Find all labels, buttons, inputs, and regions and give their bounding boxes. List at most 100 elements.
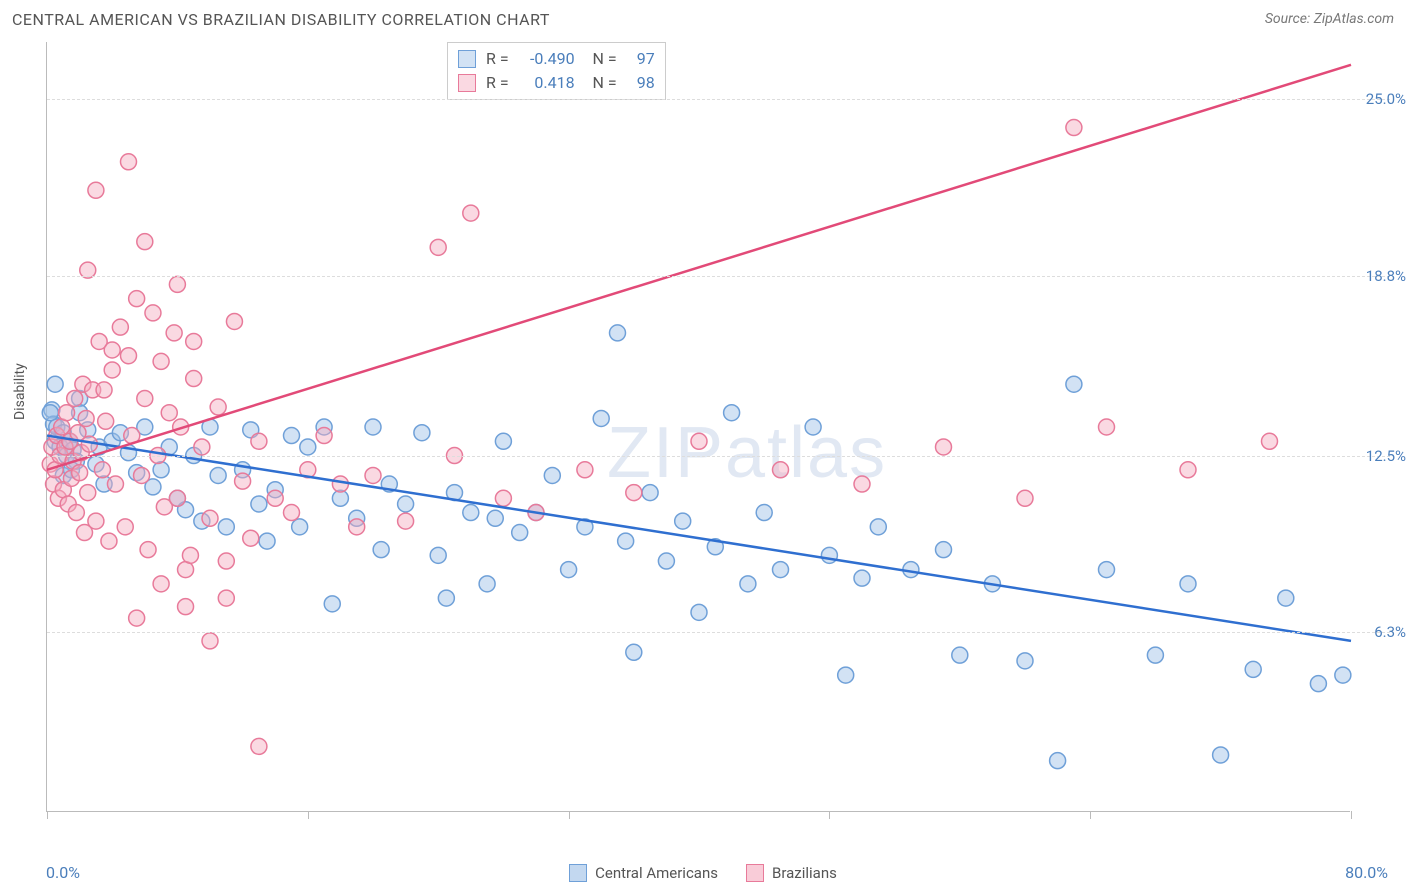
gridline bbox=[47, 276, 1390, 277]
xtick bbox=[1351, 811, 1352, 819]
scatter-point bbox=[1262, 433, 1278, 449]
scatter-point bbox=[626, 644, 642, 660]
scatter-point bbox=[952, 647, 968, 663]
scatter-point bbox=[1245, 661, 1261, 677]
scatter-point bbox=[658, 553, 674, 569]
scatter-point bbox=[267, 490, 283, 506]
scatter-point bbox=[153, 353, 169, 369]
scatter-point bbox=[512, 525, 528, 541]
gridline bbox=[47, 632, 1390, 633]
scatter-point bbox=[936, 439, 952, 455]
scatter-point bbox=[1278, 590, 1294, 606]
scatter-point bbox=[67, 390, 83, 406]
legend-item: Brazilians bbox=[746, 864, 837, 882]
scatter-point bbox=[756, 505, 772, 521]
scatter-point bbox=[137, 390, 153, 406]
scatter-point bbox=[365, 419, 381, 435]
scatter-point bbox=[854, 476, 870, 492]
scatter-point bbox=[72, 465, 88, 481]
scatter-point bbox=[98, 413, 114, 429]
xtick bbox=[1090, 811, 1091, 819]
scatter-point bbox=[675, 513, 691, 529]
scatter-point bbox=[137, 234, 153, 250]
scatter-point bbox=[112, 319, 128, 335]
scatter-point bbox=[618, 533, 634, 549]
stat-n-label: N = bbox=[585, 47, 617, 71]
scatter-point bbox=[218, 590, 234, 606]
scatter-point bbox=[226, 313, 242, 329]
scatter-point bbox=[166, 325, 182, 341]
xtick bbox=[829, 811, 830, 819]
scatter-point bbox=[495, 490, 511, 506]
scatter-point bbox=[495, 433, 511, 449]
stats-row: R =-0.490 N =97 bbox=[458, 47, 655, 71]
scatter-point bbox=[1147, 647, 1163, 663]
scatter-point bbox=[78, 410, 94, 426]
scatter-point bbox=[284, 428, 300, 444]
scatter-point bbox=[59, 405, 75, 421]
scatter-point bbox=[349, 519, 365, 535]
scatter-point bbox=[414, 425, 430, 441]
xtick bbox=[47, 811, 48, 819]
stat-n-value: 97 bbox=[627, 47, 655, 71]
scatter-point bbox=[316, 428, 332, 444]
scatter-point bbox=[47, 376, 63, 392]
scatter-point bbox=[94, 462, 110, 478]
scatter-point bbox=[210, 399, 226, 415]
scatter-point bbox=[593, 410, 609, 426]
scatter-point bbox=[117, 519, 133, 535]
scatter-point bbox=[691, 433, 707, 449]
scatter-point bbox=[854, 570, 870, 586]
scatter-point bbox=[365, 467, 381, 483]
scatter-point bbox=[936, 542, 952, 558]
scatter-point bbox=[88, 182, 104, 198]
scatter-point bbox=[300, 439, 316, 455]
legend-label: Brazilians bbox=[772, 864, 837, 882]
scatter-point bbox=[182, 547, 198, 563]
scatter-point bbox=[104, 342, 120, 358]
trend-line bbox=[47, 65, 1351, 470]
bottom-legend: Central Americans Brazilians bbox=[0, 864, 1406, 882]
scatter-point bbox=[104, 362, 120, 378]
scatter-point bbox=[1017, 490, 1033, 506]
ytick-label: 6.3% bbox=[1374, 623, 1406, 641]
scatter-point bbox=[129, 610, 145, 626]
scatter-point bbox=[463, 205, 479, 221]
gridline bbox=[47, 456, 1390, 457]
legend-item: Central Americans bbox=[569, 864, 718, 882]
legend-swatch-icon bbox=[458, 74, 476, 92]
scatter-point bbox=[284, 505, 300, 521]
scatter-point bbox=[153, 576, 169, 592]
scatter-point bbox=[153, 462, 169, 478]
scatter-point bbox=[642, 485, 658, 501]
scatter-point bbox=[121, 154, 137, 170]
scatter-point bbox=[1335, 667, 1351, 683]
stat-r-value: 0.418 bbox=[519, 71, 575, 95]
scatter-point bbox=[202, 510, 218, 526]
scatter-point bbox=[1017, 653, 1033, 669]
scatter-point bbox=[161, 405, 177, 421]
scatter-point bbox=[773, 462, 789, 478]
scatter-point bbox=[1066, 120, 1082, 136]
scatter-point bbox=[373, 542, 389, 558]
scatter-point bbox=[251, 738, 267, 754]
stat-r-label: R = bbox=[486, 47, 509, 71]
scatter-point bbox=[186, 371, 202, 387]
scatter-point bbox=[544, 467, 560, 483]
stats-row: R =0.418 N =98 bbox=[458, 71, 655, 95]
stats-box: R =-0.490 N =97R =0.418 N =98 bbox=[447, 42, 666, 100]
scatter-point bbox=[80, 485, 96, 501]
scatter-point bbox=[140, 542, 156, 558]
legend-swatch-icon bbox=[746, 864, 764, 882]
scatter-point bbox=[463, 505, 479, 521]
scatter-point bbox=[821, 547, 837, 563]
scatter-point bbox=[430, 547, 446, 563]
scatter-point bbox=[1099, 562, 1115, 578]
source-label: Source: ZipAtlas.com bbox=[1265, 11, 1394, 27]
scatter-point bbox=[479, 576, 495, 592]
scatter-point bbox=[235, 473, 251, 489]
plot-area: ZIPatlas R =-0.490 N =97R =0.418 N =98 6… bbox=[46, 42, 1350, 812]
stat-n-value: 98 bbox=[627, 71, 655, 95]
scatter-point bbox=[724, 405, 740, 421]
scatter-point bbox=[129, 291, 145, 307]
